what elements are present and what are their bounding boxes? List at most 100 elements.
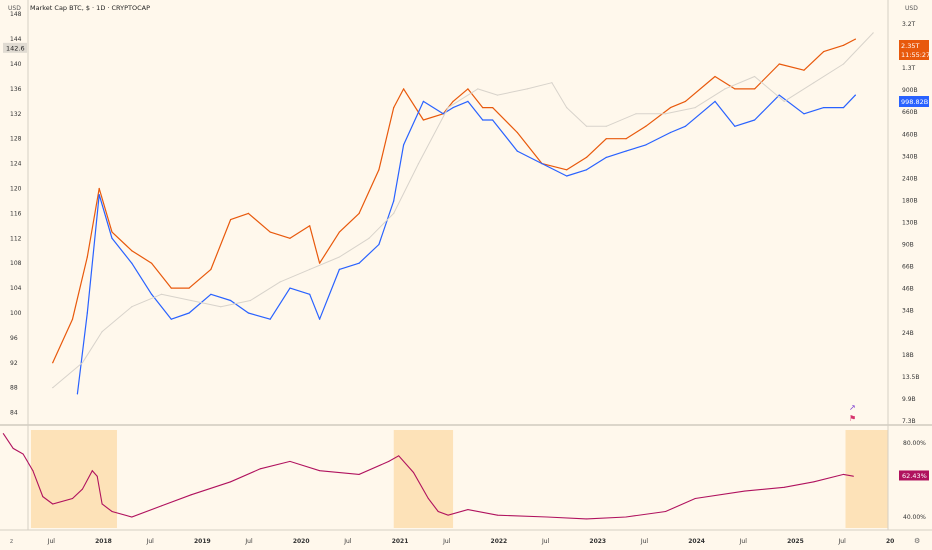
series-point — [131, 306, 133, 308]
percent-series-point — [497, 514, 499, 516]
percent-series-point — [398, 455, 400, 457]
left-tick-label: 108 — [10, 260, 22, 267]
x-tick-label: 2024 — [688, 538, 705, 545]
series-point — [585, 125, 588, 127]
series-point — [491, 119, 494, 121]
right-tick-label: 34B — [902, 308, 914, 315]
series-point — [98, 194, 100, 196]
series-point — [842, 106, 845, 109]
right-tick-label: 46B — [902, 286, 914, 293]
x-tick-label: 2019 — [194, 538, 211, 545]
series-point — [249, 299, 252, 302]
series-point — [210, 268, 212, 271]
percent-series-point — [160, 505, 162, 507]
series-point — [516, 150, 518, 152]
series-point — [417, 162, 420, 165]
series-point — [160, 293, 163, 295]
series-point — [319, 318, 321, 320]
left-tick-label: 104 — [10, 285, 22, 292]
series-point — [526, 88, 528, 90]
left-tick-label: 128 — [10, 136, 22, 143]
percent-series-point — [52, 503, 54, 505]
right-tick-label: 130B — [902, 220, 918, 227]
right-tick-label: 660B — [902, 109, 918, 116]
series-point — [393, 212, 395, 214]
left-tick-label: 132 — [10, 111, 22, 118]
series-point — [150, 293, 153, 295]
series-point — [734, 88, 736, 90]
series-point — [684, 125, 686, 127]
value-badge — [899, 40, 929, 60]
right-tick-label: 900B — [902, 87, 918, 94]
series-point — [378, 169, 380, 171]
x-tick-label: 2020 — [293, 538, 310, 545]
percent-series-point — [96, 475, 98, 477]
series-point — [823, 106, 825, 109]
right-tick-label: 18B — [902, 352, 914, 359]
right-tick-label: 66B — [902, 264, 914, 271]
series-point — [854, 94, 856, 96]
right-tick-label: 13.5B — [902, 374, 919, 381]
series-line — [52, 38, 856, 364]
series-point — [625, 150, 627, 152]
series-point — [131, 262, 133, 264]
right-tick-label: 460B — [902, 131, 918, 138]
series-point — [309, 268, 311, 271]
series-point — [541, 162, 543, 165]
series-point — [338, 268, 340, 271]
series-point — [131, 250, 133, 252]
series-point — [111, 231, 113, 233]
highlight-band — [30, 430, 117, 528]
percent-series-point — [319, 470, 321, 472]
series-point — [778, 63, 780, 65]
left-tick-label: 100 — [10, 310, 22, 317]
series-point — [605, 125, 607, 127]
left-tick-label: 84 — [10, 410, 18, 417]
percent-series-point — [42, 496, 44, 498]
series-point — [76, 393, 79, 395]
percent-series-point — [813, 481, 815, 483]
series-point — [188, 312, 190, 314]
percent-series-point — [12, 447, 14, 449]
series-point — [338, 231, 340, 233]
series-point — [635, 113, 637, 115]
series-point — [783, 100, 785, 102]
left-tick-label: 144 — [10, 36, 22, 43]
percent-value-label: 62.43% — [902, 472, 927, 480]
series-line — [76, 94, 856, 394]
x-tick-label: Jul — [47, 538, 56, 545]
series-point — [753, 119, 756, 121]
left-current-value: 142.6 — [6, 44, 25, 52]
series-point — [452, 100, 454, 102]
percent-series-line — [2, 433, 854, 520]
right-tick-label: 240B — [902, 175, 918, 182]
series-point — [452, 106, 454, 109]
settings-icon: ⚙ — [914, 537, 920, 545]
series-point — [551, 82, 553, 84]
series-point — [170, 287, 172, 289]
series-point — [289, 287, 291, 289]
series-point — [467, 100, 469, 102]
series-point — [645, 125, 647, 127]
series-point — [842, 63, 845, 65]
percent-series-point — [388, 460, 390, 462]
series-point — [694, 106, 696, 109]
series-point — [842, 44, 845, 46]
series-point — [393, 106, 395, 109]
series-point — [724, 88, 726, 90]
series-point — [403, 88, 405, 90]
percent-series-point — [32, 470, 34, 472]
left-tick-label: 88 — [10, 385, 18, 392]
series-point — [714, 100, 716, 102]
series-point — [210, 293, 212, 295]
percent-tick-label: 80.00% — [903, 440, 926, 447]
right-tick-label: 9.9B — [902, 396, 916, 403]
percent-series-point — [447, 514, 449, 516]
value-badge-text: 11:55:27 — [901, 51, 930, 59]
series-point — [566, 175, 568, 177]
series-point — [319, 262, 321, 264]
x-tick-label: Jul — [541, 538, 550, 545]
x-tick-label: 2022 — [491, 538, 508, 545]
x-tick-label: Jul — [244, 538, 253, 545]
